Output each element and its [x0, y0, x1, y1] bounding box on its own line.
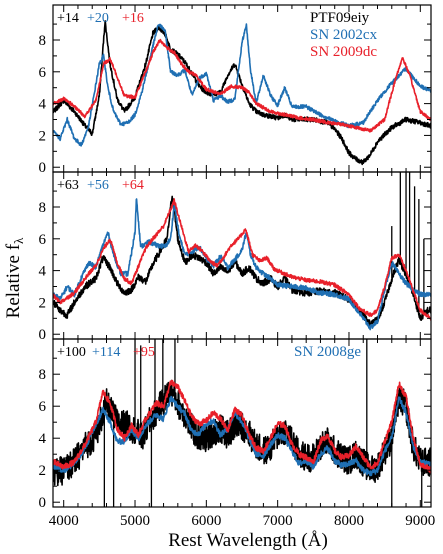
y-axis-title: Relative fλ: [3, 237, 26, 318]
legend-label: PTF09eiy: [310, 10, 370, 26]
x-tick-label: 9000: [405, 513, 435, 529]
y-axis-title-subscript: λ: [11, 237, 26, 244]
legend-label: SN 2009dc: [310, 44, 377, 60]
y-tick-label: 6: [39, 232, 47, 248]
y-tick-label: 6: [39, 65, 47, 81]
y-tick-label: 0: [39, 327, 47, 343]
y-tick-label: 8: [39, 33, 47, 49]
spectrum-line-ptf09eiy: [53, 20, 431, 166]
spectrum-line-ptf09eiy: [53, 195, 431, 328]
panel-frame: [52, 338, 432, 508]
y-tick-label: 4: [39, 97, 47, 113]
spectrum-line-sn-2009dc: [53, 38, 431, 133]
epoch-label: +56: [87, 178, 109, 193]
y-tick-label: 2: [39, 295, 47, 311]
y-tick-label: 2: [39, 463, 47, 479]
legend-label: SN 2002cx: [310, 27, 378, 43]
epoch-label: +16: [122, 11, 144, 26]
y-axis-title-main: Relative f: [3, 243, 24, 318]
x-tick-label: 4000: [49, 513, 79, 529]
y-tick-label: 0: [39, 495, 47, 511]
epoch-label: +114: [92, 345, 120, 360]
y-tick-label: 4: [39, 264, 47, 280]
spectrum-line-sn-2009dc: [53, 198, 431, 321]
legend-label: SN 2008ge: [294, 344, 361, 360]
series-group: [53, 339, 431, 507]
y-tick-label: 2: [39, 128, 47, 144]
panel-2: 0 2 4 6 8 +63 +56 +64: [39, 171, 432, 343]
x-tick-label: 5000: [120, 513, 150, 529]
x-tick-label: 8000: [334, 513, 364, 529]
x-tick-label: 6000: [191, 513, 221, 529]
y-tick-label: 4: [39, 431, 47, 447]
y-tick-label: 6: [39, 399, 47, 415]
series-group: [53, 20, 431, 166]
series-group: [53, 172, 431, 331]
spectrum-line-sn-2008ge: [53, 395, 431, 477]
spectrum-line-sn-2009dc: [53, 379, 431, 474]
epoch-label: +100: [57, 345, 86, 360]
spectrum-line-ptf09eiy: [53, 379, 431, 487]
epoch-label: +95: [133, 345, 155, 360]
x-axis-title: Rest Wavelength (Å): [168, 530, 328, 551]
epoch-label: +20: [87, 11, 109, 26]
spectrum-line-sn-2002cx: [53, 23, 431, 147]
panel-3: 0 2 4 6 8 SN 2008ge +100 +114 +95: [39, 338, 432, 511]
epoch-label: +14: [57, 11, 79, 26]
x-tick-label: 7000: [263, 513, 293, 529]
y-tick-label: 0: [39, 160, 47, 176]
y-tick-label: 8: [39, 367, 47, 383]
epoch-label: +64: [122, 178, 144, 193]
epoch-label: +63: [57, 178, 79, 193]
y-tick-label: 8: [39, 200, 47, 216]
